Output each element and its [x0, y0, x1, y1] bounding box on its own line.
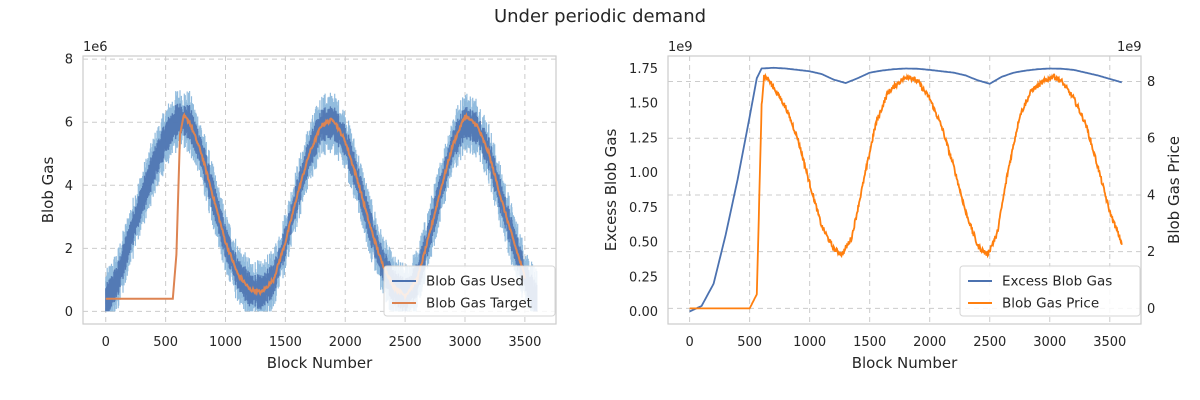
left-chart: 0 500 1000 1500 2000 2500 3000 3500 0 2 4 6 8 Block N… [39, 40, 557, 372]
figure-suptitle: Under periodic demand [494, 6, 706, 27]
x-tick-label: 1000 [209, 335, 242, 350]
y-tick-label: 0 [65, 305, 73, 320]
x-tick-label: 3500 [1093, 335, 1126, 350]
x-tick-label: 1000 [793, 335, 826, 350]
y-axis-label: Blob Gas [39, 157, 57, 224]
x-tick-label: 2000 [329, 335, 362, 350]
legend-label: Blob Gas Price [1002, 296, 1099, 312]
x-tick-label: 2000 [913, 335, 946, 350]
y-tick-label: 6 [65, 116, 73, 131]
legend: Excess Blob Gas Blob Gas Price [959, 265, 1141, 317]
y-tick-label: 2 [65, 242, 73, 257]
y-offset-text: 1e9 [668, 40, 693, 55]
x-axis-label: Block Number [267, 354, 373, 372]
x-tick-label: 2500 [973, 335, 1006, 350]
y2-tick-label: 8 [1147, 75, 1155, 90]
y-tick-label: 1.25 [629, 131, 658, 146]
legend: Blob Gas Used Blob Gas Target [383, 265, 556, 317]
legend-box [959, 265, 1141, 317]
y-offset-text: 1e6 [83, 40, 108, 55]
axes-frame [667, 55, 1142, 325]
x-tick-label: 500 [153, 335, 178, 350]
y-tick-label: 4 [65, 179, 73, 194]
plot-area [105, 90, 538, 312]
y2-tick-label: 4 [1147, 188, 1155, 203]
y2-tick-label: 2 [1147, 245, 1155, 260]
axes-frame [82, 55, 557, 325]
legend-label: Blob Gas Used [426, 274, 524, 290]
x-tick-label: 3000 [1033, 335, 1066, 350]
x-tick-label: 2500 [389, 335, 422, 350]
x-tick-label: 1500 [269, 335, 302, 350]
y2-tick-label: 0 [1147, 302, 1155, 317]
right-chart: 0 500 1000 1500 2000 2500 3000 3500 0.00 0.25 0.50… [602, 40, 1183, 372]
plot-area [689, 66, 1123, 313]
y-tick-label: 0.00 [629, 305, 658, 320]
legend-box [383, 265, 556, 317]
legend-label: Excess Blob Gas [1002, 274, 1112, 290]
x-tick-label: 1500 [853, 335, 886, 350]
x-tick-label: 0 [685, 335, 693, 350]
blob-gas-target-line [105, 112, 526, 301]
y-tick-label: 0.25 [629, 270, 658, 285]
x-tick-label: 500 [737, 335, 762, 350]
y-tick-label: 0.50 [629, 236, 658, 251]
legend-label: Blob Gas Target [426, 296, 532, 312]
y-tick-label: 1.00 [629, 166, 658, 181]
x-tick-label: 3000 [448, 335, 481, 350]
y2-tick-label: 6 [1147, 132, 1155, 147]
y2-axis-label: Blob Gas Price [1165, 136, 1183, 244]
y-tick-label: 0.75 [629, 201, 658, 216]
y-tick-label: 1.75 [629, 62, 658, 77]
y-axis-label: Excess Blob Gas [602, 129, 620, 252]
grid [668, 56, 1141, 324]
y2-offset-text: 1e9 [1117, 40, 1142, 55]
x-tick-label: 0 [102, 335, 110, 350]
x-tick-label: 3500 [508, 335, 541, 350]
excess-blob-gas-line [689, 66, 1123, 313]
blob-gas-price-line [689, 72, 1123, 310]
y-tick-label: 8 [65, 53, 73, 68]
x-axis-label: Block Number [852, 354, 958, 372]
y-tick-label: 1.50 [629, 97, 658, 112]
